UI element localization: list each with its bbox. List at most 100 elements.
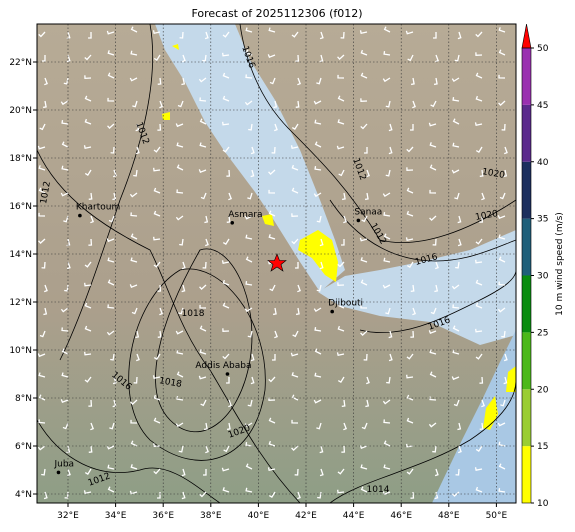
wind-barb (222, 353, 230, 360)
y-tick-label: 22°N (9, 58, 32, 68)
wind-barb (290, 145, 299, 150)
wind-barb (199, 325, 207, 332)
wind-barb (497, 307, 506, 313)
wind-barb (290, 352, 299, 357)
wind-barb (176, 164, 184, 171)
colorbar-segment (522, 275, 531, 333)
wind-barb (452, 96, 460, 102)
wind-barb (295, 307, 300, 316)
wind-barb (245, 487, 253, 493)
wind-barb (412, 307, 417, 316)
wind-barb (175, 123, 184, 128)
wind-barb (410, 491, 415, 499)
wind-barb (363, 353, 368, 361)
wind-barb (457, 215, 462, 224)
wind-barb (153, 54, 161, 61)
wind-barb (107, 304, 115, 309)
city-dot (356, 218, 361, 223)
wind-barb (221, 260, 230, 265)
wind-barb (153, 167, 161, 172)
city-label: Khartoum (76, 203, 120, 213)
wind-barb (497, 422, 506, 427)
wind-barb (385, 100, 391, 108)
colorbar-segment (522, 218, 531, 276)
wind-barb (364, 146, 368, 154)
city-label: Addis Ababa (195, 361, 251, 371)
wind-barb (84, 75, 92, 80)
wind-barb (84, 376, 92, 383)
city-dot (78, 213, 82, 218)
colorbar-tick-label: 20 (537, 385, 549, 395)
city-label: Sanaa (354, 207, 382, 217)
contour-label: 1020 (475, 209, 500, 223)
wind-barb (291, 187, 299, 194)
wind-barb (130, 440, 138, 447)
wind-barb (383, 464, 391, 470)
wind-barb (475, 259, 483, 264)
wind-barb (43, 491, 48, 500)
wind-barb (135, 146, 140, 155)
wind-barb (38, 31, 46, 38)
wind-barb (153, 146, 161, 153)
wind-barb (226, 169, 231, 177)
wind-barb (291, 31, 299, 38)
wind-barb (406, 187, 414, 194)
wind-barb (88, 192, 93, 200)
wind-barb (291, 164, 299, 171)
wind-barb (84, 169, 92, 176)
wind-barb (475, 31, 483, 38)
wind-barb (84, 118, 92, 125)
wind-barb (428, 122, 437, 127)
wind-barb (129, 284, 138, 289)
colorbar-segment (522, 446, 531, 503)
wind-area (172, 44, 179, 50)
wind-area (506, 366, 516, 392)
wind-barb (247, 192, 253, 200)
wind-barb (360, 464, 368, 470)
wind-barb (110, 146, 115, 154)
wind-barb (360, 72, 368, 79)
wind-barb (269, 284, 276, 292)
wind-barb (228, 192, 233, 201)
wind-barb (41, 261, 46, 269)
wind-barb (498, 256, 506, 263)
wind-barb (451, 284, 460, 290)
wind-barb (245, 74, 253, 79)
wind-barb (38, 419, 46, 424)
wind-barb (295, 100, 300, 108)
wind-barb (497, 215, 506, 220)
wind-barb (110, 353, 115, 361)
colorbar: 10 15 20 25 30 35 40 45 50 (521, 23, 549, 509)
wind-barb (222, 52, 230, 57)
gulf-of-aden (318, 230, 516, 345)
wind-barb (202, 54, 207, 62)
wind-barb (90, 422, 95, 431)
wind-barb (273, 307, 277, 316)
colorbar-label: 10 m wind speed (m/s) (555, 212, 565, 316)
wind-barb (432, 445, 437, 453)
colorbar-tick-label: 30 (537, 272, 549, 282)
wind-barb (112, 376, 117, 385)
wind-barb (88, 399, 93, 407)
y-tick-label: 14°N (9, 250, 32, 260)
wind-barb (273, 100, 278, 109)
wind-barb (271, 353, 276, 361)
wind-barb (429, 189, 437, 194)
wind-barb (430, 307, 437, 315)
wind-barb (383, 233, 391, 240)
wind-barb (319, 238, 324, 247)
wind-barb (153, 353, 161, 360)
wind-barb (61, 327, 69, 332)
wind-barb (84, 351, 92, 356)
colorbar-segment (522, 48, 531, 105)
wind-area (262, 214, 274, 226)
wind-barb (388, 330, 393, 339)
wind-barb (268, 189, 276, 194)
wind-barb (405, 237, 414, 242)
wind-barb (271, 146, 276, 154)
colorbar-tick-label: 25 (537, 328, 548, 338)
wind-barb (244, 422, 253, 428)
wind-barb (388, 353, 393, 362)
wind-barb (199, 142, 207, 148)
wind-barb (129, 77, 138, 82)
